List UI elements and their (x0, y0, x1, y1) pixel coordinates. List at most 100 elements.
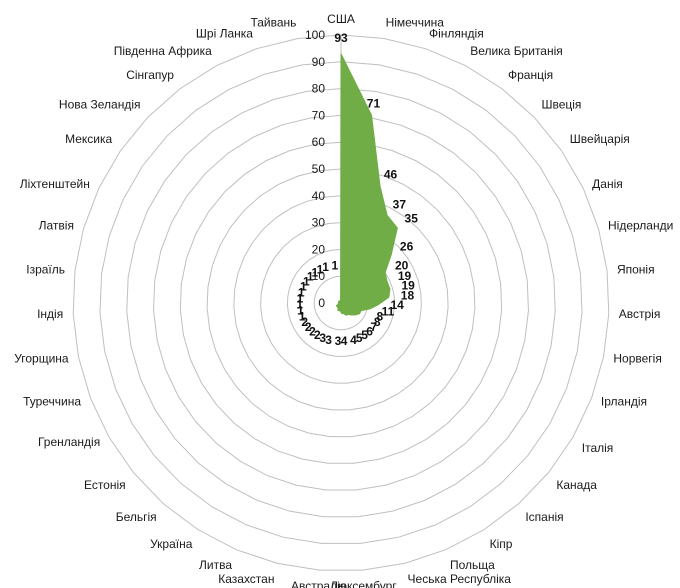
category-label: Норвегія (613, 352, 661, 366)
grid-ring-2 (286, 248, 396, 357)
category-label: Естонія (84, 478, 126, 492)
category-label: Сінгапур (126, 68, 174, 82)
data-label: 18 (401, 289, 415, 303)
data-label: 1 (332, 258, 339, 272)
data-label: 37 (393, 198, 407, 212)
category-label: Люксембург (330, 579, 397, 588)
category-label: Італія (582, 441, 614, 455)
data-label: 11 (382, 304, 395, 318)
grid-ring-7 (153, 114, 529, 491)
tick-label: 100 (305, 28, 325, 42)
tick-label: 70 (312, 108, 326, 122)
data-label: 26 (400, 239, 414, 253)
category-label: Литва (199, 558, 232, 572)
data-label: 5 (361, 328, 368, 342)
data-label: 35 (405, 211, 419, 225)
data-label: 6 (366, 324, 373, 338)
category-label: Іспанія (525, 510, 563, 524)
data-label: 2 (301, 315, 308, 329)
category-label: Фінляндія (429, 26, 484, 40)
data-label: 14 (390, 298, 404, 312)
category-label: Ліхтенштейн (20, 177, 90, 191)
data-label: 1 (322, 260, 329, 274)
data-label: 20 (395, 259, 409, 273)
category-label: Австралія (291, 579, 346, 588)
category-label: Швейцарія (570, 132, 630, 146)
data-labels: 9371463735262019191814118876554433322221… (296, 31, 418, 348)
category-label: Швеція (541, 97, 581, 111)
tick-label: 30 (312, 216, 326, 230)
tick-label: 60 (312, 135, 326, 149)
radial-tick-labels: 0 10 20 30 40 50 60 70 80 90 100 (305, 28, 325, 310)
category-label: Австрія (619, 307, 661, 321)
data-label: 2 (309, 324, 316, 338)
data-label: 8 (377, 309, 384, 323)
category-label: Данія (592, 177, 623, 191)
data-label: 1 (311, 266, 318, 280)
data-label: 7 (370, 320, 377, 334)
category-label: Ізраїль (26, 262, 65, 276)
category-label: Індія (37, 307, 63, 321)
category-label: Гренландія (38, 435, 100, 449)
grid-ring-6 (179, 141, 503, 464)
category-label: Латвія (39, 219, 74, 233)
category-label: США (327, 12, 355, 26)
tick-label: 0 (318, 296, 325, 310)
data-label: 3 (335, 334, 342, 348)
grid-ring-8 (126, 88, 556, 518)
data-label: 19 (401, 278, 415, 292)
series-area (335, 53, 398, 316)
data-label: 71 (367, 96, 381, 110)
category-label: Німеччина (386, 16, 445, 30)
category-label: Казахстан (218, 572, 274, 586)
category-label: Мексика (65, 132, 112, 146)
data-label: 93 (334, 31, 348, 45)
data-label: 3 (319, 331, 326, 345)
grid-ring-4 (233, 195, 449, 411)
grid-ring-3 (260, 222, 422, 384)
category-label: Франція (508, 68, 553, 82)
category-label: Ірландія (601, 395, 647, 409)
data-label: 1 (307, 270, 314, 284)
category-label: Канада (556, 478, 597, 492)
category-label: Україна (150, 537, 193, 551)
data-label: 19 (398, 269, 412, 283)
tick-label: 20 (312, 242, 326, 256)
tick-label: 10 (312, 269, 326, 283)
category-label: Тайвань (250, 16, 296, 30)
data-label: 1 (303, 274, 310, 288)
data-label: 1 (299, 309, 306, 323)
category-label: Велика Британія (470, 44, 563, 58)
category-label: Південна Африка (114, 44, 212, 58)
category-label: Угорщина (14, 352, 69, 366)
grid-ring-5 (206, 168, 476, 438)
tick-label: 40 (312, 189, 326, 203)
data-label: 3 (325, 333, 332, 347)
data-label: 1 (317, 262, 324, 276)
data-label: 4 (350, 333, 357, 347)
data-label: 1 (300, 280, 307, 294)
category-label: Чеська Республіка (408, 572, 512, 586)
category-label: Японія (617, 262, 655, 276)
data-label: 2 (305, 320, 312, 334)
category-label: Кіпр (490, 537, 513, 551)
category-label: Нова Зеландія (59, 97, 141, 111)
data-label: 1 (298, 285, 305, 299)
data-label: 5 (356, 331, 363, 345)
category-label: Польща (450, 558, 495, 572)
data-label: 1 (296, 298, 303, 312)
category-label: Туреччина (23, 395, 81, 409)
category-label: Шрі Ланка (196, 26, 253, 40)
data-label: 8 (374, 315, 381, 329)
tick-label: 80 (312, 82, 326, 96)
data-label: 4 (341, 334, 348, 348)
data-label: 1 (297, 304, 304, 318)
data-label: 2 (314, 328, 321, 342)
tick-label: 50 (312, 162, 326, 176)
series-layer (335, 53, 398, 316)
category-label: Бельгія (116, 510, 157, 524)
data-label: 1 (297, 291, 304, 305)
tick-label: 90 (312, 55, 326, 69)
